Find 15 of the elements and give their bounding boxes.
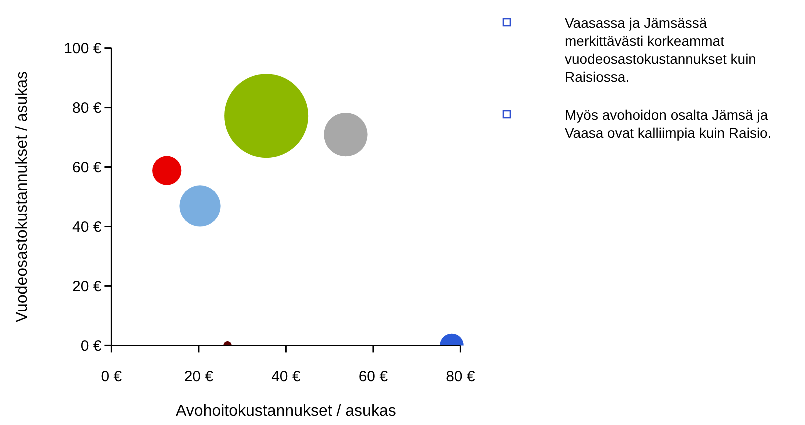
x-tick-label: 0 € (101, 368, 123, 386)
x-tick-label: 20 € (184, 368, 214, 386)
text: Myös avohoidon osalta Jämsä ja Vaasa ovat kalliimpia kuin Raisio. (565, 107, 772, 141)
y-tick-label: 80 € (72, 100, 102, 118)
x-tick-label: 80 € (446, 368, 476, 386)
y-axis-title: Vuodeosastokustannukset / asukas (14, 71, 31, 323)
y-tick-label: 20 € (72, 278, 102, 296)
y-tick-label: 40 € (72, 218, 102, 236)
y-tick-label: 0 € (80, 338, 102, 355)
x-tick-label: 40 € (272, 368, 302, 386)
x-tick-label: 60 € (358, 368, 389, 386)
y-tick-label: 60 € (72, 160, 102, 177)
text: Vaasassa ja Jämsässä merkittävästi korkeammat vuodeosastokustannukset kuin Raisiossa. (565, 15, 756, 85)
x-axis-title: Avohoitokustannukset / asukas (176, 403, 396, 420)
y-tick-label: 100 € (64, 40, 102, 58)
